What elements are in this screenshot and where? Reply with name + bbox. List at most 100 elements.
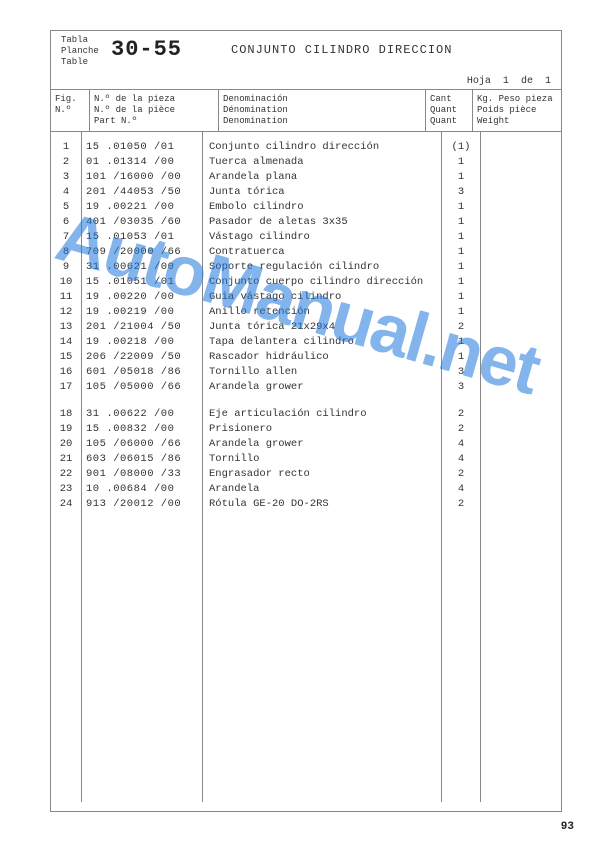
qty-cell: 1 <box>442 245 480 260</box>
page-header: Tabla Planche Table 30-55 CONJUNTO CILIN… <box>51 31 561 90</box>
qty-cell: 2 <box>442 407 480 422</box>
parts-page: Tabla Planche Table 30-55 CONJUNTO CILIN… <box>50 30 562 812</box>
column-weight <box>481 132 561 802</box>
denom-cell: Arandela grower <box>203 380 441 395</box>
qty-cell: 2 <box>442 422 480 437</box>
fig-cell: 3 <box>51 170 81 185</box>
fig-cell: 20 <box>51 437 81 452</box>
label-planche: Planche <box>61 46 99 57</box>
part-cell: 401 /03035 /60 <box>82 215 202 230</box>
part-cell: 709 /20000 /66 <box>82 245 202 260</box>
qty-cell: 2 <box>442 320 480 335</box>
denom-cell: Junta tórica <box>203 185 441 200</box>
part-cell: 201 /44053 /50 <box>82 185 202 200</box>
denom-cell: Conjunto cuerpo cilindro dirección <box>203 275 441 290</box>
qty-cell: 1 <box>442 335 480 350</box>
part-cell: 19 .00219 /00 <box>82 305 202 320</box>
qty-cell: 2 <box>442 497 480 512</box>
fig-cell: 1 <box>51 140 81 155</box>
denom-cell: Arandela <box>203 482 441 497</box>
denom-cell: Prisionero <box>203 422 441 437</box>
sheet-indicator: Hoja 1 de 1 <box>467 76 551 87</box>
col-fig-header: Fig. N.º <box>51 90 90 131</box>
col-part-header: N.º de la pieza N.º de la pièce Part N.º <box>90 90 219 131</box>
fig-cell: 6 <box>51 215 81 230</box>
fig-cell: 10 <box>51 275 81 290</box>
fig-cell: 24 <box>51 497 81 512</box>
column-qty: (1)11311111111211332244242 <box>442 132 481 802</box>
col-weight-header: Kg. Peso pieza Poids pièce Weight <box>473 90 561 131</box>
qty-cell: 3 <box>442 380 480 395</box>
denom-cell: Tapa delantera cilindro <box>203 335 441 350</box>
column-fig: 123456789101112131415161718192021222324 <box>51 132 82 802</box>
part-cell: 19 .00218 /00 <box>82 335 202 350</box>
qty-cell: 1 <box>442 230 480 245</box>
qty-cell: 4 <box>442 482 480 497</box>
fig-cell: 18 <box>51 407 81 422</box>
fig-cell: 8 <box>51 245 81 260</box>
fig-cell: 9 <box>51 260 81 275</box>
part-cell: 913 /20012 /00 <box>82 497 202 512</box>
col-denom-header: Denominación Dénomination Denomination <box>219 90 426 131</box>
table-number: 30-55 <box>111 37 182 62</box>
hoja-label: Hoja <box>467 76 491 87</box>
qty-cell: 2 <box>442 467 480 482</box>
qty-cell: 1 <box>442 200 480 215</box>
part-cell: 01 .01314 /00 <box>82 155 202 170</box>
denom-cell: Rótula GE-20 DO-2RS <box>203 497 441 512</box>
part-cell: 31 .00621 /00 <box>82 260 202 275</box>
denom-cell: Tuerca almenada <box>203 155 441 170</box>
denom-cell: Embolo cilindro <box>203 200 441 215</box>
fig-cell: 14 <box>51 335 81 350</box>
denom-cell: Guia vástago cilindro <box>203 290 441 305</box>
qty-cell: 4 <box>442 437 480 452</box>
part-cell: 31 .00622 /00 <box>82 407 202 422</box>
fig-cell: 19 <box>51 422 81 437</box>
part-cell: 15 .01051 /01 <box>82 275 202 290</box>
denom-cell: Eje articulación cilindro <box>203 407 441 422</box>
part-cell: 101 /16000 /00 <box>82 170 202 185</box>
fig-cell: 4 <box>51 185 81 200</box>
column-part: 15 .01050 /0101 .01314 /00101 /16000 /00… <box>82 132 203 802</box>
page-number: 93 <box>561 821 574 833</box>
denom-cell: Engrasador recto <box>203 467 441 482</box>
denom-cell: Anillo retención <box>203 305 441 320</box>
qty-cell: 3 <box>442 185 480 200</box>
hoja-page: 1 <box>503 76 509 87</box>
qty-cell: 4 <box>442 452 480 467</box>
part-cell: 201 /21004 /50 <box>82 320 202 335</box>
part-cell: 19 .00221 /00 <box>82 200 202 215</box>
fig-cell: 11 <box>51 290 81 305</box>
fig-cell: 2 <box>51 155 81 170</box>
label-table: Table <box>61 57 99 68</box>
qty-cell: 1 <box>442 305 480 320</box>
fig-cell: 16 <box>51 365 81 380</box>
fig-cell: 22 <box>51 467 81 482</box>
qty-cell: (1) <box>442 140 480 155</box>
qty-cell: 1 <box>442 215 480 230</box>
part-cell: 603 /06015 /86 <box>82 452 202 467</box>
column-headers: Fig. N.º N.º de la pieza N.º de la pièce… <box>51 90 561 132</box>
denom-cell: Arandela grower <box>203 437 441 452</box>
part-cell: 19 .00220 /00 <box>82 290 202 305</box>
denom-cell: Pasador de aletas 3x35 <box>203 215 441 230</box>
denom-cell: Junta tórica 21x29x4 <box>203 320 441 335</box>
qty-cell: 1 <box>442 350 480 365</box>
part-cell: 206 /22009 /50 <box>82 350 202 365</box>
denom-cell: Tornillo <box>203 452 441 467</box>
fig-cell: 7 <box>51 230 81 245</box>
fig-cell: 12 <box>51 305 81 320</box>
fig-cell: 5 <box>51 200 81 215</box>
denom-cell: Tornillo allen <box>203 365 441 380</box>
fig-cell: 15 <box>51 350 81 365</box>
label-tabla: Tabla <box>61 35 99 46</box>
qty-cell: 1 <box>442 275 480 290</box>
qty-cell: 1 <box>442 260 480 275</box>
part-cell: 105 /05000 /66 <box>82 380 202 395</box>
table-body: 123456789101112131415161718192021222324 … <box>51 132 561 802</box>
part-cell: 105 /06000 /66 <box>82 437 202 452</box>
table-labels: Tabla Planche Table <box>61 35 99 68</box>
col-qty-header: Cant Quant Quant <box>426 90 473 131</box>
qty-cell: 1 <box>442 155 480 170</box>
part-cell: 901 /08000 /33 <box>82 467 202 482</box>
